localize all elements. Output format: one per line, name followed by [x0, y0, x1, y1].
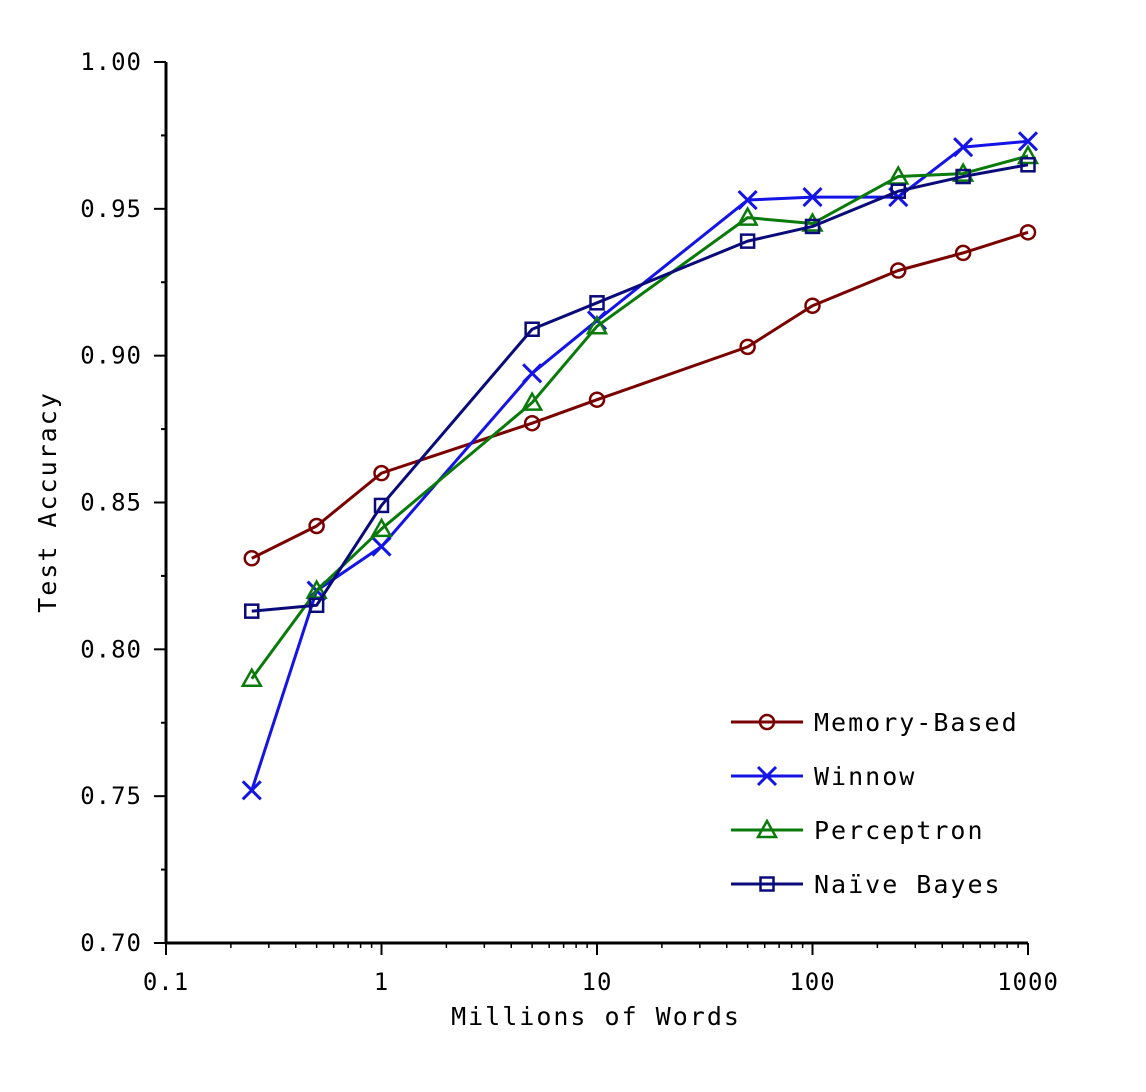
legend-label: Naïve Bayes — [814, 870, 1002, 899]
x-tick-label: 1000 — [997, 968, 1059, 996]
legend-item-memory-based: Memory-Based — [731, 708, 1019, 737]
data-point-memory-based — [954, 244, 972, 262]
data-point-memory-based — [890, 262, 907, 279]
legend-item-winnow: Winnow — [731, 762, 916, 791]
data-point-memory-based — [739, 338, 756, 356]
series-perceptron — [240, 144, 1040, 687]
data-point-na-ve-bayes — [373, 497, 390, 514]
series-line-winnow — [250, 139, 1029, 791]
data-point-memory-based — [588, 391, 606, 408]
y-tick-label: 1.00 — [80, 48, 142, 76]
data-point-perceptron — [240, 667, 263, 687]
legend-marker-memory-based — [758, 713, 776, 731]
data-point-na-ve-bayes — [524, 321, 540, 337]
x-tick-label: 1 — [374, 968, 389, 996]
series-winnow — [241, 131, 1039, 801]
y-tick-label: 0.90 — [80, 342, 142, 370]
legend-label: Perceptron — [814, 816, 985, 845]
data-point-perceptron — [520, 391, 544, 411]
data-point-perceptron — [951, 162, 975, 182]
data-point-perceptron — [736, 206, 759, 226]
data-point-perceptron — [585, 314, 609, 335]
data-point-winnow — [737, 189, 758, 211]
data-point-na-ve-bayes — [890, 183, 907, 199]
series-na-ve-bayes — [244, 157, 1036, 619]
x-tick-label: 0.1 — [143, 968, 189, 996]
series-memory-based — [243, 224, 1037, 567]
legend-marker-winnow — [756, 765, 778, 787]
data-point-perceptron — [370, 517, 393, 538]
data-point-perceptron — [801, 211, 824, 232]
y-axis-title: Test Accuracy — [33, 391, 62, 613]
y-tick-label: 0.70 — [80, 929, 142, 957]
data-point-winnow — [802, 187, 823, 208]
y-tick-label: 0.80 — [80, 635, 142, 663]
legend-marker-na-ve-bayes — [759, 876, 775, 892]
series-layer — [240, 131, 1040, 801]
data-point-memory-based — [523, 414, 541, 432]
data-point-memory-based — [308, 517, 325, 535]
data-point-winnow — [371, 536, 392, 557]
y-tick-label: 0.75 — [80, 782, 142, 810]
legend-item-perceptron: Perceptron — [731, 816, 985, 845]
legend-marker-perceptron — [755, 818, 779, 839]
data-point-na-ve-bayes — [955, 168, 971, 185]
x-tick-label: 100 — [789, 968, 835, 996]
series-line-na-ve-bayes — [251, 163, 1029, 613]
data-point-na-ve-bayes — [244, 603, 260, 619]
data-point-na-ve-bayes — [804, 218, 821, 235]
series-line-memory-based — [251, 230, 1029, 560]
data-point-memory-based — [1019, 224, 1037, 241]
data-point-na-ve-bayes — [589, 295, 605, 311]
data-point-memory-based — [804, 297, 821, 314]
axes: 0.70 0.75 0.80 0.85 0.90 0.95 1.00 0.1 1 10 100 100… — [80, 48, 1059, 996]
data-point-winnow — [241, 780, 262, 801]
legend: Memory-Based Winnow Perceptron Naïve Bayes — [731, 708, 1019, 899]
series-line-perceptron — [250, 154, 1029, 680]
x-tick-label: 10 — [582, 968, 613, 996]
y-tick-label: 0.85 — [80, 489, 142, 517]
legend-label: Memory-Based — [814, 708, 1019, 737]
x-axis-title: Millions of Words — [451, 1002, 741, 1031]
data-point-na-ve-bayes — [308, 597, 325, 614]
data-point-memory-based — [243, 550, 261, 567]
data-point-na-ve-bayes — [1020, 157, 1036, 173]
data-point-winnow — [953, 137, 974, 158]
data-point-memory-based — [373, 464, 390, 482]
data-point-perceptron — [1016, 144, 1040, 165]
y-tick-label: 0.95 — [80, 195, 142, 223]
data-point-winnow — [522, 363, 543, 384]
legend-label: Winnow — [814, 762, 916, 791]
legend-item-na-ve-bayes: Naïve Bayes — [731, 870, 1002, 899]
data-point-na-ve-bayes — [739, 233, 756, 249]
data-point-winnow — [1017, 131, 1039, 152]
